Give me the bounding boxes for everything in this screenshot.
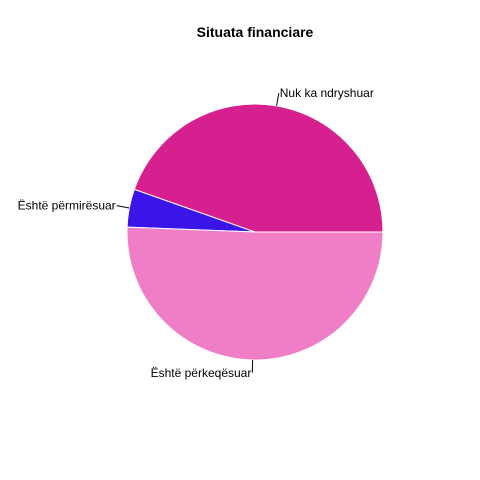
pie-slices xyxy=(126,103,384,361)
slice-label-eshte-permiresuar: Është përmirësuar xyxy=(18,199,116,213)
pie-labels: Nuk ka ndryshuar Është përmirësuar Është p… xyxy=(18,86,374,380)
slice-label-nuk-ka-ndryshuar: Nuk ka ndryshuar xyxy=(280,86,374,100)
pie-slice-nuk-ka-ndryshuar xyxy=(133,103,384,233)
leader-line-nuk-ka-ndryshuar xyxy=(276,93,280,106)
leader-line-eshte-permiresuar xyxy=(116,205,130,209)
pie-slice-eshte-perkeqesuar xyxy=(126,226,384,361)
slice-label-eshte-perkeqesuar: Është përkeqësuar xyxy=(151,366,252,380)
chart-title: Situata financiare xyxy=(197,24,314,40)
